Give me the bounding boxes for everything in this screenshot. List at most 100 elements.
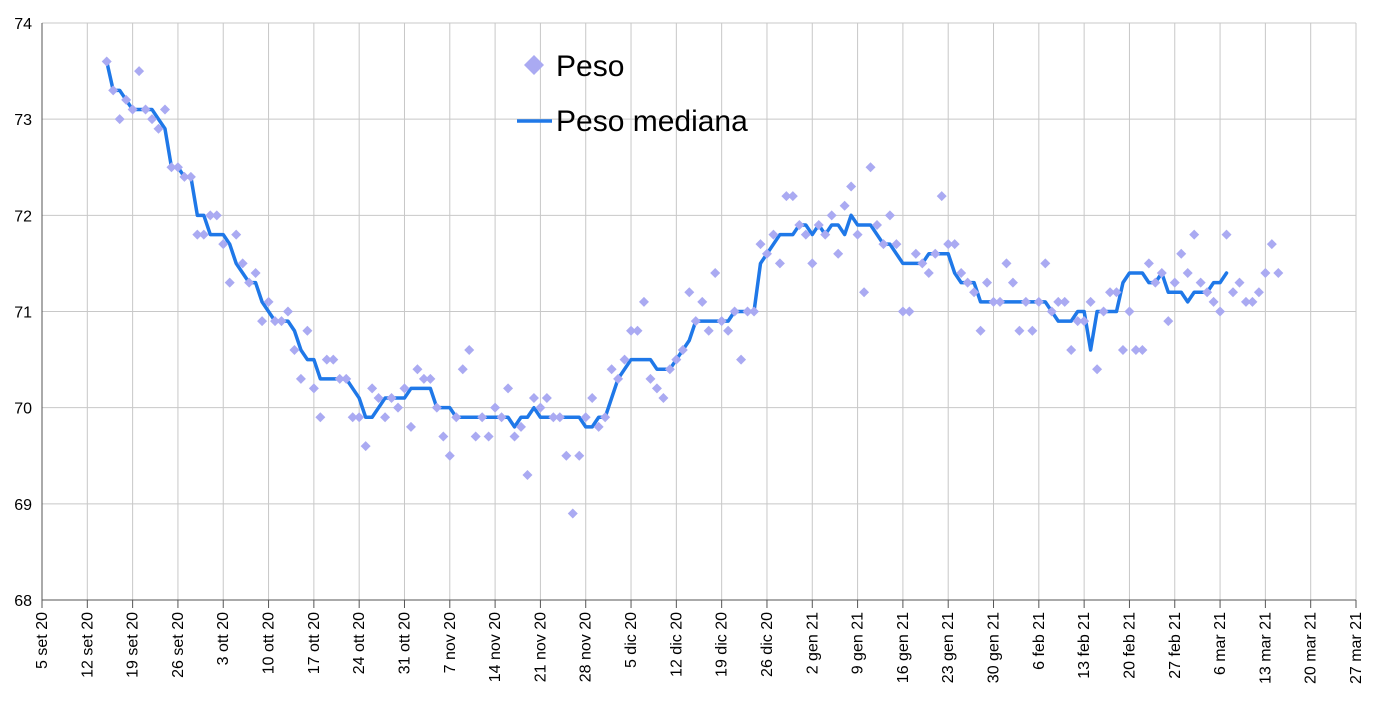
- data-point-peso: [1066, 344, 1077, 355]
- x-tick-label: 21 nov 20: [532, 612, 549, 682]
- data-point-peso: [742, 306, 753, 317]
- data-point-peso: [768, 229, 779, 240]
- data-point-peso: [606, 364, 617, 375]
- data-point-peso: [755, 239, 766, 250]
- data-point-peso: [140, 104, 151, 115]
- data-point-peso: [1033, 296, 1044, 307]
- data-point-peso: [1156, 268, 1167, 279]
- legend-diamond-icon: [524, 55, 544, 75]
- data-point-peso: [386, 393, 397, 404]
- data-point-peso: [852, 229, 863, 240]
- data-point-peso: [231, 229, 242, 240]
- data-point-peso: [1189, 229, 1200, 240]
- data-point-peso: [393, 402, 404, 413]
- data-point-peso: [697, 296, 708, 307]
- data-point-peso: [282, 306, 293, 317]
- data-point-peso: [561, 450, 572, 461]
- data-point-peso: [1014, 325, 1025, 336]
- y-tick-label: 73: [14, 112, 32, 129]
- data-point-peso: [224, 277, 235, 288]
- data-point-peso: [418, 373, 429, 384]
- x-tick-label: 3 ott 20: [215, 612, 232, 665]
- x-tick-label: 12 dic 20: [668, 612, 685, 677]
- data-point-peso: [250, 268, 261, 279]
- data-point-peso: [865, 162, 876, 173]
- x-tick-label: 14 nov 20: [487, 612, 504, 682]
- data-point-peso: [1111, 287, 1122, 298]
- data-point-peso: [846, 181, 857, 192]
- data-point-peso: [554, 412, 565, 423]
- data-point-peso: [781, 191, 792, 202]
- x-tick-label: 12 set 20: [79, 612, 96, 678]
- data-point-peso: [723, 325, 734, 336]
- x-tick-label: 27 feb 21: [1167, 612, 1184, 679]
- data-point-peso: [295, 373, 306, 384]
- data-point-peso: [826, 210, 837, 221]
- data-point-peso: [108, 85, 119, 96]
- legend: Peso Peso mediana: [517, 50, 748, 138]
- data-point-peso: [1163, 316, 1174, 327]
- data-point-peso: [1247, 296, 1258, 307]
- data-point-peso: [528, 393, 539, 404]
- data-point-peso: [302, 325, 313, 336]
- data-point-peso: [716, 316, 727, 327]
- data-point-peso: [703, 325, 714, 336]
- x-tick-labels: 5 set 20 12 set 20 19 set 20 26 set 20 3 ott…: [34, 612, 1365, 684]
- data-point-peso: [483, 431, 494, 442]
- data-point-peso: [1143, 258, 1154, 269]
- data-point-peso: [1221, 229, 1232, 240]
- data-point-peso: [626, 325, 637, 336]
- x-tick-label: 26 dic 20: [759, 612, 776, 677]
- data-point-peso: [515, 421, 526, 432]
- x-tick-label: 17 ott 20: [306, 612, 323, 674]
- data-point-peso: [884, 210, 895, 221]
- data-point-peso: [988, 296, 999, 307]
- x-tick-label: 7 nov 20: [442, 612, 459, 673]
- data-point-peso: [690, 316, 701, 327]
- data-point-peso: [975, 325, 986, 336]
- x-tick-label: 5 set 20: [34, 612, 51, 669]
- data-point-peso: [425, 373, 436, 384]
- data-point-peso: [354, 412, 365, 423]
- data-point-peso: [982, 277, 993, 288]
- x-tick-label: 19 set 20: [125, 612, 142, 678]
- data-point-peso: [347, 412, 358, 423]
- axes: [41, 23, 1357, 608]
- x-tick-label: 30 gen 21: [986, 612, 1003, 683]
- data-point-peso: [813, 219, 824, 230]
- data-point-peso: [664, 364, 675, 375]
- data-point-peso: [774, 258, 785, 269]
- data-point-peso: [1059, 296, 1070, 307]
- data-point-peso: [749, 306, 760, 317]
- y-tick-label: 69: [14, 497, 32, 514]
- data-point-peso: [613, 373, 624, 384]
- data-point-peso: [1137, 344, 1148, 355]
- x-tick-label: 10 ott 20: [261, 612, 278, 674]
- data-point-peso: [451, 412, 462, 423]
- data-point-peso: [198, 229, 209, 240]
- data-point-peso: [321, 354, 332, 365]
- data-point-peso: [509, 431, 520, 442]
- data-point-peso: [677, 344, 688, 355]
- data-point-peso: [101, 56, 112, 67]
- data-point-peso: [1215, 306, 1226, 317]
- data-point-peso: [1098, 306, 1109, 317]
- x-tick-label: 6 feb 21: [1031, 612, 1048, 670]
- data-point-peso: [761, 248, 772, 259]
- data-point-peso: [710, 268, 721, 279]
- data-point-peso: [1092, 364, 1103, 375]
- data-point-peso: [477, 412, 488, 423]
- x-tick-label: 27 mar 21: [1348, 612, 1365, 684]
- data-point-peso: [1130, 344, 1141, 355]
- data-point-peso: [548, 412, 559, 423]
- data-point-peso: [994, 296, 1005, 307]
- y-tick-label: 68: [14, 593, 32, 610]
- data-point-peso: [457, 364, 468, 375]
- data-point-peso: [1260, 268, 1271, 279]
- legend-label-peso-mediana: Peso mediana: [556, 105, 748, 138]
- data-point-peso: [185, 171, 196, 182]
- data-point-peso: [943, 239, 954, 250]
- data-point-peso: [1053, 296, 1064, 307]
- x-tick-label: 28 nov 20: [578, 612, 595, 682]
